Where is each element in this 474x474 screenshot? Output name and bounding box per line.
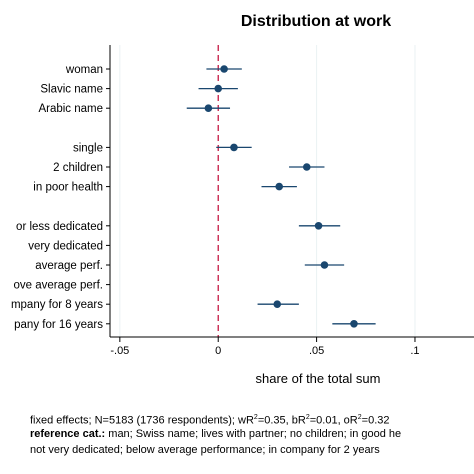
chart-title: Distribution at work xyxy=(241,13,391,30)
category-label: average perf. xyxy=(35,260,103,272)
model-note-text: =0.35, bR xyxy=(257,414,306,427)
point-estimate xyxy=(204,104,213,112)
data-marks xyxy=(186,65,376,328)
point-estimate xyxy=(302,163,311,171)
superscript: 2 xyxy=(305,414,310,421)
grid-lines xyxy=(119,45,416,337)
reference-category-note: reference cat.: man; Swiss name; lives w… xyxy=(30,427,401,441)
category-labels: woman Slavic name Arabic name single 2 child… xyxy=(11,64,103,331)
model-note-text: =0.32 xyxy=(361,414,390,427)
category-label: pany for 16 years xyxy=(14,319,103,331)
category-label: woman xyxy=(65,64,103,76)
category-label: mpany for 8 years xyxy=(11,299,103,311)
category-label: 2 children xyxy=(53,162,103,174)
category-label: Slavic name xyxy=(40,84,103,96)
point-estimate xyxy=(214,84,223,93)
point-estimate xyxy=(220,65,228,73)
axes: -.05 0 .05 .1 xyxy=(106,45,474,357)
category-label: single xyxy=(73,142,103,154)
category-label: Arabic name xyxy=(38,103,103,115)
point-estimate xyxy=(350,320,358,328)
x-tick-label: .1 xyxy=(410,345,419,357)
point-estimate xyxy=(273,300,282,309)
reference-category-note-continued: not very dedicated; below average perfor… xyxy=(30,443,380,457)
reference-category-text: man; Swiss name; lives with partner; no … xyxy=(105,428,402,440)
point-estimate xyxy=(275,182,284,191)
reference-category-heading: reference cat.: xyxy=(30,428,106,440)
point-estimate xyxy=(320,261,329,269)
category-label: in poor health xyxy=(33,182,103,194)
category-label: or less dedicated xyxy=(16,221,103,233)
category-label: very dedicated xyxy=(28,240,103,252)
x-tick-label: .05 xyxy=(309,345,324,357)
model-note: fixed effects; N=5183 (1736 respondents)… xyxy=(30,411,390,428)
x-axis-label: share of the total sum xyxy=(255,371,380,386)
category-label: ove average perf. xyxy=(13,280,103,292)
superscript: 2 xyxy=(253,414,258,421)
superscript: 2 xyxy=(357,414,362,421)
x-tick-label: 0 xyxy=(215,345,221,357)
x-tick-label: -.05 xyxy=(110,345,129,357)
point-estimate xyxy=(314,222,323,230)
reference-category-text: not very dedicated; below average perfor… xyxy=(30,444,380,456)
model-note-text: fixed effects; N=5183 (1736 respondents)… xyxy=(30,414,254,427)
model-note-text: =0.01, oR xyxy=(309,414,358,427)
point-estimate xyxy=(230,143,238,152)
